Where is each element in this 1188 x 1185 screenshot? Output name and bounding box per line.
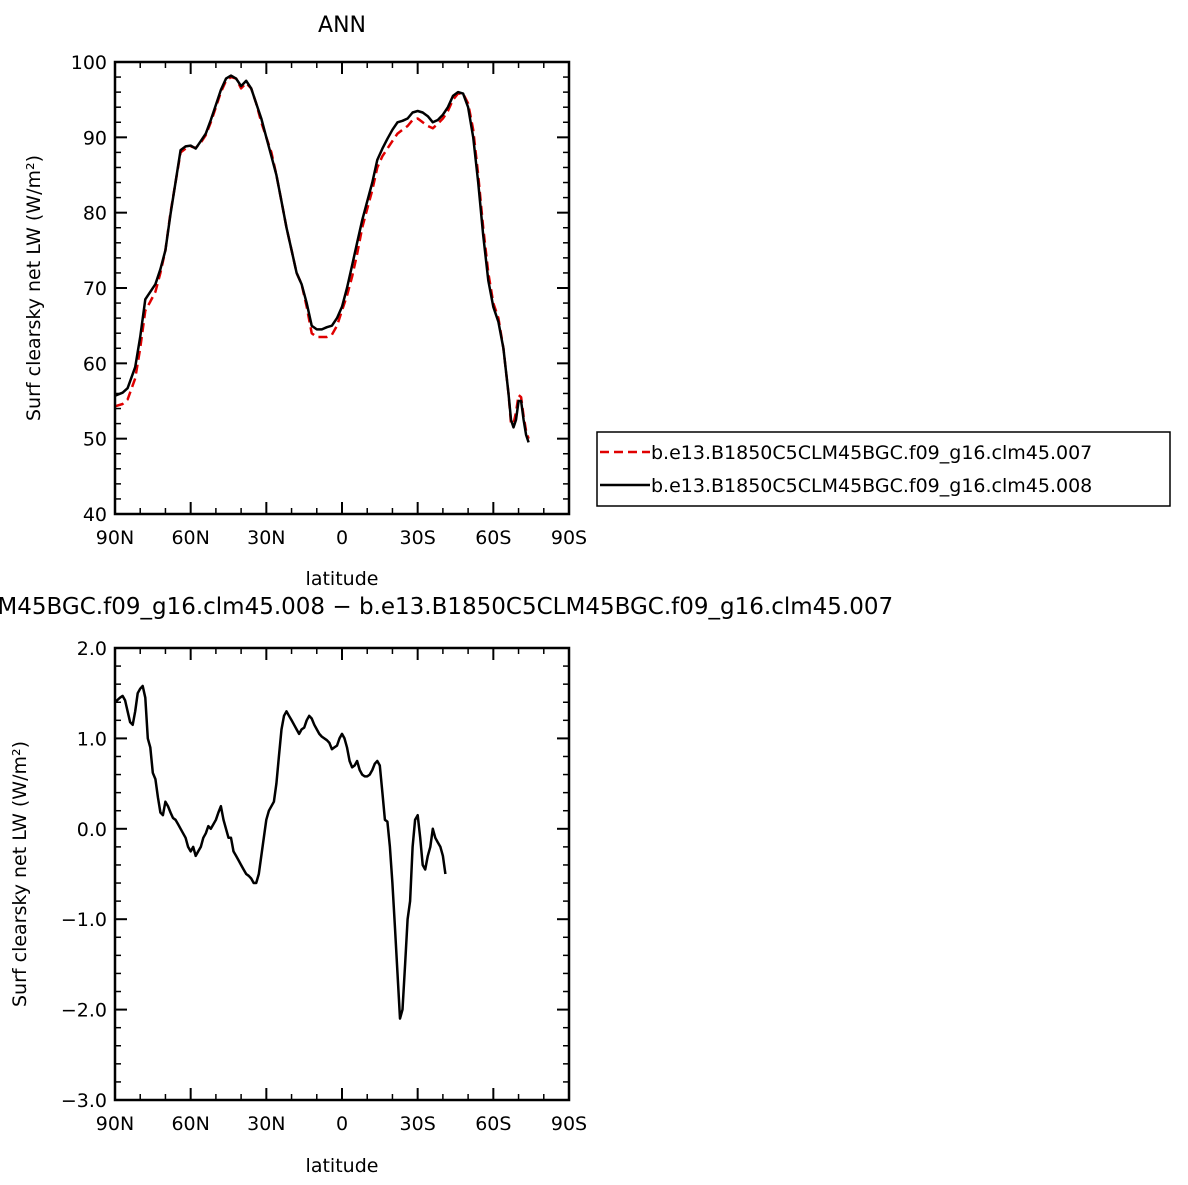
bottom-y-axis-label: Surf clearsky net LW (W/m²) [9,741,31,1007]
y-tick-label: −3.0 [61,1090,107,1112]
panel-top: ANN Surf clearsky net LW (W/m²) latitude… [23,13,1171,590]
y-tick-label: −2.0 [61,1000,107,1022]
x-tick-label: 0 [336,1113,348,1135]
top-y-axis-label: Surf clearsky net LW (W/m²) [23,155,45,421]
y-tick-label: 90 [83,127,107,149]
x-tick-label: 0 [336,527,348,549]
series-line-0-0 [114,75,530,440]
x-tick-label: 90S [551,527,587,549]
y-tick-label: 50 [83,429,107,451]
y-tick-label: 100 [71,52,107,74]
series-line-0-1 [114,74,530,443]
x-tick-label: 60N [171,1113,209,1135]
series-line-1-0 [114,684,447,1020]
x-tick-label: 30S [400,1113,436,1135]
top-x-axis-label: latitude [306,568,379,590]
x-tick-label: 60N [171,527,209,549]
bottom-x-axis-label: latitude [306,1155,379,1177]
top-series [114,74,530,443]
y-tick-label: 2.0 [77,638,107,660]
x-tick-label: 30N [247,527,285,549]
x-tick-label: 60S [475,527,511,549]
x-tick-label: 90N [96,1113,134,1135]
y-tick-label: 0.0 [77,819,107,841]
bottom-plot-frame [113,646,571,1102]
x-tick-label: 30S [400,527,436,549]
x-tick-label: 90N [96,527,134,549]
top-title: ANN [318,13,366,38]
legend-label-008: b.e13.B1850C5CLM45BGC.f09_g16.clm45.008 [651,475,1092,497]
y-tick-label: 1.0 [77,728,107,750]
top-ticks: 90N 60N 30N 0 30S 60S 90S 40 50 60 70 80 90 100 [71,52,587,549]
y-tick-label: 60 [83,353,107,375]
y-tick-label: −1.0 [61,909,107,931]
y-tick-label: 40 [83,504,107,526]
bottom-title: b.e13.B1850C5CLM45BGC.f09_g16.clm45.008 … [0,594,893,620]
top-plot-frame [113,60,571,516]
bottom-ticks: 90N 60N 30N 0 30S 60S 90S −3.0 −2.0 −1.0 0.0 1.0 2.0 [61,638,587,1135]
legend-box [596,431,1171,507]
legend: b.e13.B1850C5CLM45BGC.f09_g16.clm45.007 … [596,431,1171,507]
panel-bottom: b.e13.B1850C5CLM45BGC.f09_g16.clm45.008 … [0,594,893,1177]
x-tick-label: 90S [551,1113,587,1135]
x-tick-label: 30N [247,1113,285,1135]
x-tick-label: 60S [475,1113,511,1135]
y-tick-label: 70 [83,278,107,300]
bottom-series [114,684,447,1020]
y-tick-label: 80 [83,203,107,225]
legend-label-007: b.e13.B1850C5CLM45BGC.f09_g16.clm45.007 [651,442,1092,464]
